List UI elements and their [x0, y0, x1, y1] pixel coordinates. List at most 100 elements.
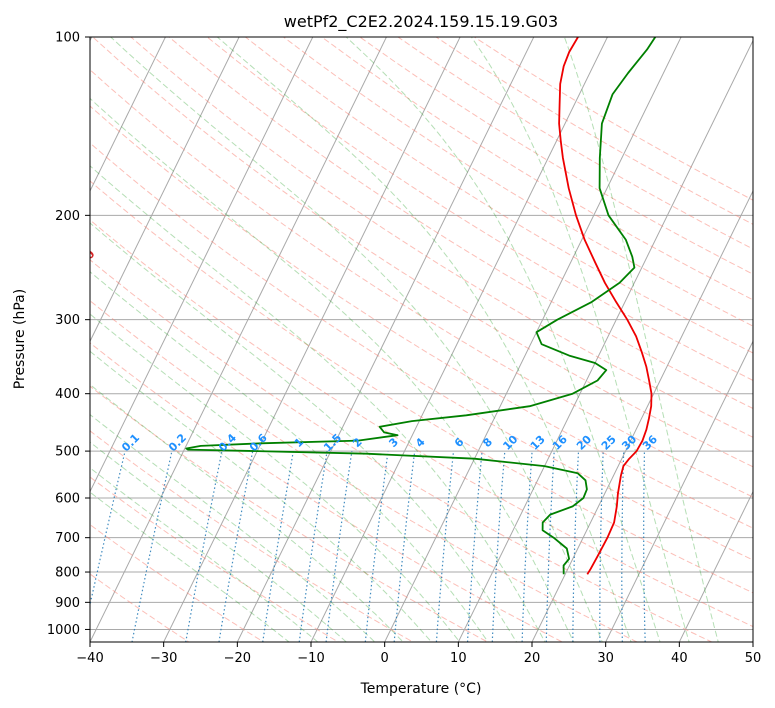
moist-adiabat-line	[90, 313, 461, 642]
moist-adiabat-line	[90, 467, 319, 642]
grid-layer	[90, 37, 753, 642]
x-tick-label: 10	[450, 651, 467, 666]
x-tick-label: −40	[76, 651, 103, 666]
mixing-ratio-line	[393, 451, 416, 642]
moist-adiabat-line	[470, 37, 690, 642]
dry-adiabat-line	[206, 37, 753, 381]
x-tick-label: 40	[671, 651, 688, 666]
mixing-ratio-line	[325, 451, 353, 642]
chart-title: wetPf2_C2E2.2024.159.15.19.G03	[284, 12, 558, 32]
mixing-ratio-label: 10	[500, 432, 520, 452]
line-label-layer: -90-80-70-60-50-40-30-20-100102030400.10…	[30, 247, 660, 454]
dry-adiabat-line	[244, 37, 753, 354]
moist-adiabat-line	[90, 97, 575, 642]
y-tick-label: 600	[55, 492, 80, 507]
y-tick-label: 500	[55, 445, 80, 460]
mixing-ratio-label: 20	[574, 432, 594, 452]
mixing-ratio-line	[572, 451, 580, 642]
adiabat-layer	[90, 37, 753, 642]
x-tick-label: 50	[745, 651, 762, 666]
mixing-ratio-line	[521, 451, 533, 642]
dry-adiabat-line	[91, 37, 753, 468]
isotherm-line	[90, 37, 167, 193]
x-axis-label: Temperature (°C)	[360, 681, 482, 697]
isotherm-line	[90, 37, 388, 642]
moist-adiabat-line	[90, 222, 518, 642]
dewpoint-profile-line	[185, 37, 657, 575]
dry-adiabat-label: 20	[30, 291, 50, 311]
dry-adiabat-line	[397, 37, 753, 250]
moist-adiabat-line	[563, 37, 719, 642]
isotherm-line	[310, 37, 609, 642]
mixing-ratio-label: 8	[480, 435, 495, 450]
isotherm-line	[531, 189, 753, 642]
dry-adiabat-line	[130, 37, 753, 438]
mixing-ratio-line	[298, 451, 328, 642]
x-tick-label: 20	[524, 651, 541, 666]
dry-adiabat-line	[90, 476, 340, 642]
mixing-ratio-line	[131, 450, 173, 642]
y-tick-label: 1000	[47, 623, 80, 638]
isotherm-line	[163, 37, 461, 642]
axes-layer: −40 −30 −20 −10 0 10 20 30 40 5010020030040050060…	[47, 31, 761, 667]
x-tick-label: 0	[381, 651, 389, 666]
mixing-ratio-label: 3	[386, 435, 401, 450]
dry-adiabat-line	[473, 37, 753, 201]
mixing-ratio-label: 36	[640, 432, 660, 452]
dry-adiabat-line	[90, 219, 753, 628]
mixing-ratio-line	[185, 450, 223, 642]
moist-adiabat-line	[110, 37, 603, 642]
dry-adiabat-line	[90, 524, 265, 642]
dry-adiabat-line	[90, 259, 713, 642]
isotherm-line	[90, 37, 314, 493]
moist-adiabat-line	[345, 37, 661, 642]
series-layer	[185, 37, 657, 575]
mixing-ratio-label: 13	[528, 433, 548, 453]
mixing-ratio-line	[545, 451, 555, 642]
dry-adiabat-line	[90, 69, 753, 498]
dry-adiabat-line	[90, 342, 564, 642]
dry-adiabat-line	[90, 430, 414, 642]
mixing-ratio-line	[491, 451, 506, 642]
dry-adiabat-line	[90, 573, 190, 642]
y-tick-label: 400	[55, 387, 80, 402]
y-tick-label: 100	[55, 31, 80, 46]
plot-frame	[89, 36, 754, 643]
moist-adiabat-line	[90, 441, 348, 642]
mixing-ratio-line	[218, 450, 254, 642]
y-tick-label: 200	[55, 209, 80, 224]
x-tick-label: 30	[597, 651, 614, 666]
dry-adiabat-label: 40	[77, 247, 97, 267]
dry-adiabat-line	[90, 385, 489, 642]
moist-adiabat-line	[90, 383, 404, 642]
mixing-ratio-line	[643, 451, 646, 642]
mixing-ratio-line	[90, 450, 126, 608]
isotherm-line	[752, 640, 753, 642]
mixing-ratio-label: 25	[599, 433, 619, 453]
y-axis-label: Pressure (hPa)	[12, 289, 28, 389]
dry-adiabat-line	[90, 142, 753, 561]
moist-adiabat-line	[90, 271, 489, 642]
isotherm-line	[457, 39, 753, 642]
mixing-ratio-label: 4	[413, 435, 428, 450]
dry-adiabat-label: 30	[53, 268, 73, 288]
moist-adiabat-line	[90, 491, 290, 642]
dry-adiabat-line	[282, 37, 753, 327]
mixing-ratio-line	[621, 451, 625, 642]
mixing-ratio-label: 1	[292, 435, 307, 450]
dry-adiabat-line	[90, 300, 639, 642]
dry-adiabat-line	[90, 105, 753, 529]
dry-adiabat-line	[90, 180, 753, 594]
y-tick-label: 800	[55, 566, 80, 581]
dry-adiabat-line	[320, 37, 753, 301]
moist-adiabat-line	[90, 350, 433, 642]
moist-adiabat-line	[90, 165, 546, 642]
mixing-ratio-line	[599, 451, 604, 642]
x-tick-label: −20	[224, 651, 251, 666]
mixing-ratio-line	[364, 451, 389, 642]
mixing-ratio-line	[262, 451, 294, 642]
isotherm-line	[678, 490, 753, 642]
moist-adiabat-line	[90, 413, 376, 642]
